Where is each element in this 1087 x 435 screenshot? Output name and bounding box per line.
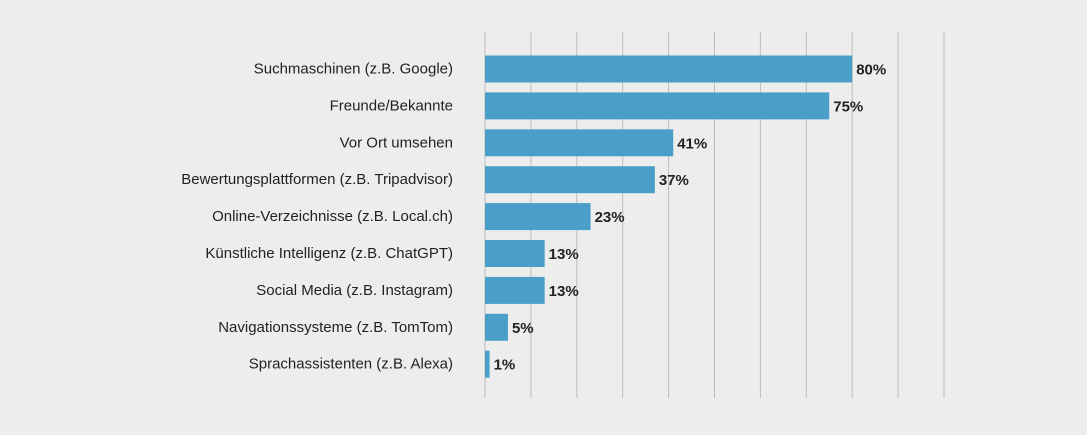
- value-label-7: 5%: [512, 320, 534, 337]
- value-label-5: 13%: [549, 246, 579, 263]
- bars: [485, 55, 853, 378]
- value-label-4: 23%: [595, 209, 625, 226]
- category-label-1: Freunde/Bekannte: [330, 97, 453, 114]
- category-label-3: Bewertungsplattformen (z.B. Tripadvisor): [181, 171, 453, 188]
- category-label-6: Social Media (z.B. Instagram): [256, 282, 453, 299]
- bar-1: [485, 92, 830, 120]
- category-labels: Suchmaschinen (z.B. Google) Freunde/Bekan…: [181, 61, 453, 373]
- category-label-7: Navigationssysteme (z.B. TomTom): [218, 319, 453, 336]
- bar-6: [485, 276, 545, 304]
- bar-0: [485, 55, 853, 83]
- bar-8: [485, 350, 490, 378]
- value-label-6: 13%: [549, 283, 579, 300]
- bar-3: [485, 166, 655, 194]
- bar-7: [485, 313, 508, 341]
- category-label-8: Sprachassistenten (z.B. Alexa): [249, 356, 453, 373]
- value-label-0: 80%: [856, 62, 886, 79]
- bar-5: [485, 240, 545, 267]
- value-label-2: 41%: [677, 135, 707, 152]
- category-label-2: Vor Ort umsehen: [340, 134, 453, 151]
- category-label-5: Künstliche Intelligenz (z.B. ChatGPT): [205, 245, 453, 262]
- value-label-3: 37%: [659, 172, 689, 189]
- value-label-1: 75%: [833, 98, 863, 115]
- bar-2: [485, 129, 674, 157]
- value-labels: 80% 75% 41% 37% 23% 13% 13% 5% 1%: [494, 62, 887, 374]
- category-label-0: Suchmaschinen (z.B. Google): [254, 61, 453, 78]
- bar-4: [485, 203, 591, 231]
- value-label-8: 1%: [494, 357, 516, 374]
- category-label-4: Online-Verzeichnisse (z.B. Local.ch): [212, 208, 453, 225]
